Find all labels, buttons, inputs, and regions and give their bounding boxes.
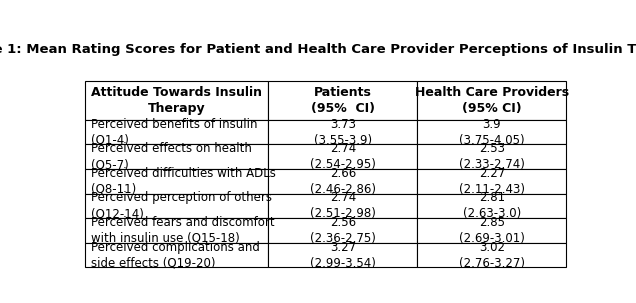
Bar	[417, 81, 567, 120]
Text: 3.9
(3.75-4.05): 3.9 (3.75-4.05)	[459, 118, 525, 147]
Text: Attitude Towards Insulin
Therapy: Attitude Towards Insulin Therapy	[92, 86, 262, 115]
Text: 2.53
(2.33-2.74): 2.53 (2.33-2.74)	[459, 142, 525, 171]
Text: 2.56
(2.36-2.75): 2.56 (2.36-2.75)	[310, 216, 376, 245]
Bar	[417, 194, 567, 218]
Bar	[268, 145, 417, 169]
Text: Perceived benefits of insulin
(Q1-4): Perceived benefits of insulin (Q1-4)	[92, 118, 258, 147]
Text: Perceived perception of others
(Q12-14): Perceived perception of others (Q12-14)	[92, 191, 272, 220]
Text: Perceived effects on health
(Q5-7): Perceived effects on health (Q5-7)	[92, 142, 252, 171]
Text: Health Care Providers
(95% CI): Health Care Providers (95% CI)	[415, 86, 569, 115]
Text: 3.73
(3.55-3.9): 3.73 (3.55-3.9)	[314, 118, 372, 147]
Text: 3.02
(2.76-3.27): 3.02 (2.76-3.27)	[459, 241, 525, 270]
Bar	[85, 243, 268, 267]
Text: 2.74
(2.54-2.95): 2.74 (2.54-2.95)	[310, 142, 376, 171]
Text: 2.74
(2.51-2.98): 2.74 (2.51-2.98)	[310, 191, 376, 220]
Text: Perceived fears and discomfort
with insulin use (Q15-18): Perceived fears and discomfort with insu…	[92, 216, 275, 245]
Bar	[268, 81, 417, 120]
Bar	[417, 218, 567, 243]
Bar	[85, 169, 268, 194]
Text: Perceived difficulties with ADLs
(Q8-11): Perceived difficulties with ADLs (Q8-11)	[92, 167, 276, 196]
Text: Patients
(95%  CI): Patients (95% CI)	[311, 86, 375, 115]
Bar	[417, 145, 567, 169]
Text: Perceived complications and
side effects (Q19-20): Perceived complications and side effects…	[92, 241, 260, 270]
Text: 2.85
(2.69-3.01): 2.85 (2.69-3.01)	[459, 216, 525, 245]
Text: Table 1: Mean Rating Scores for Patient and Health Care Provider Perceptions of : Table 1: Mean Rating Scores for Patient …	[0, 43, 636, 56]
Text: 3.27
(2.99-3.54): 3.27 (2.99-3.54)	[310, 241, 376, 270]
Bar	[268, 120, 417, 145]
Text: 2.81
(2.63-3.0): 2.81 (2.63-3.0)	[463, 191, 521, 220]
Bar	[85, 120, 268, 145]
Bar	[268, 194, 417, 218]
Text: 2.66
(2.46-2.86): 2.66 (2.46-2.86)	[310, 167, 376, 196]
Bar	[268, 169, 417, 194]
Bar	[85, 81, 268, 120]
Text: 2.27
(2.11-2.43): 2.27 (2.11-2.43)	[459, 167, 525, 196]
Bar	[417, 120, 567, 145]
Bar	[268, 243, 417, 267]
Bar	[85, 194, 268, 218]
Bar	[85, 218, 268, 243]
Bar	[85, 145, 268, 169]
Bar	[417, 243, 567, 267]
Bar	[417, 169, 567, 194]
Bar	[268, 218, 417, 243]
